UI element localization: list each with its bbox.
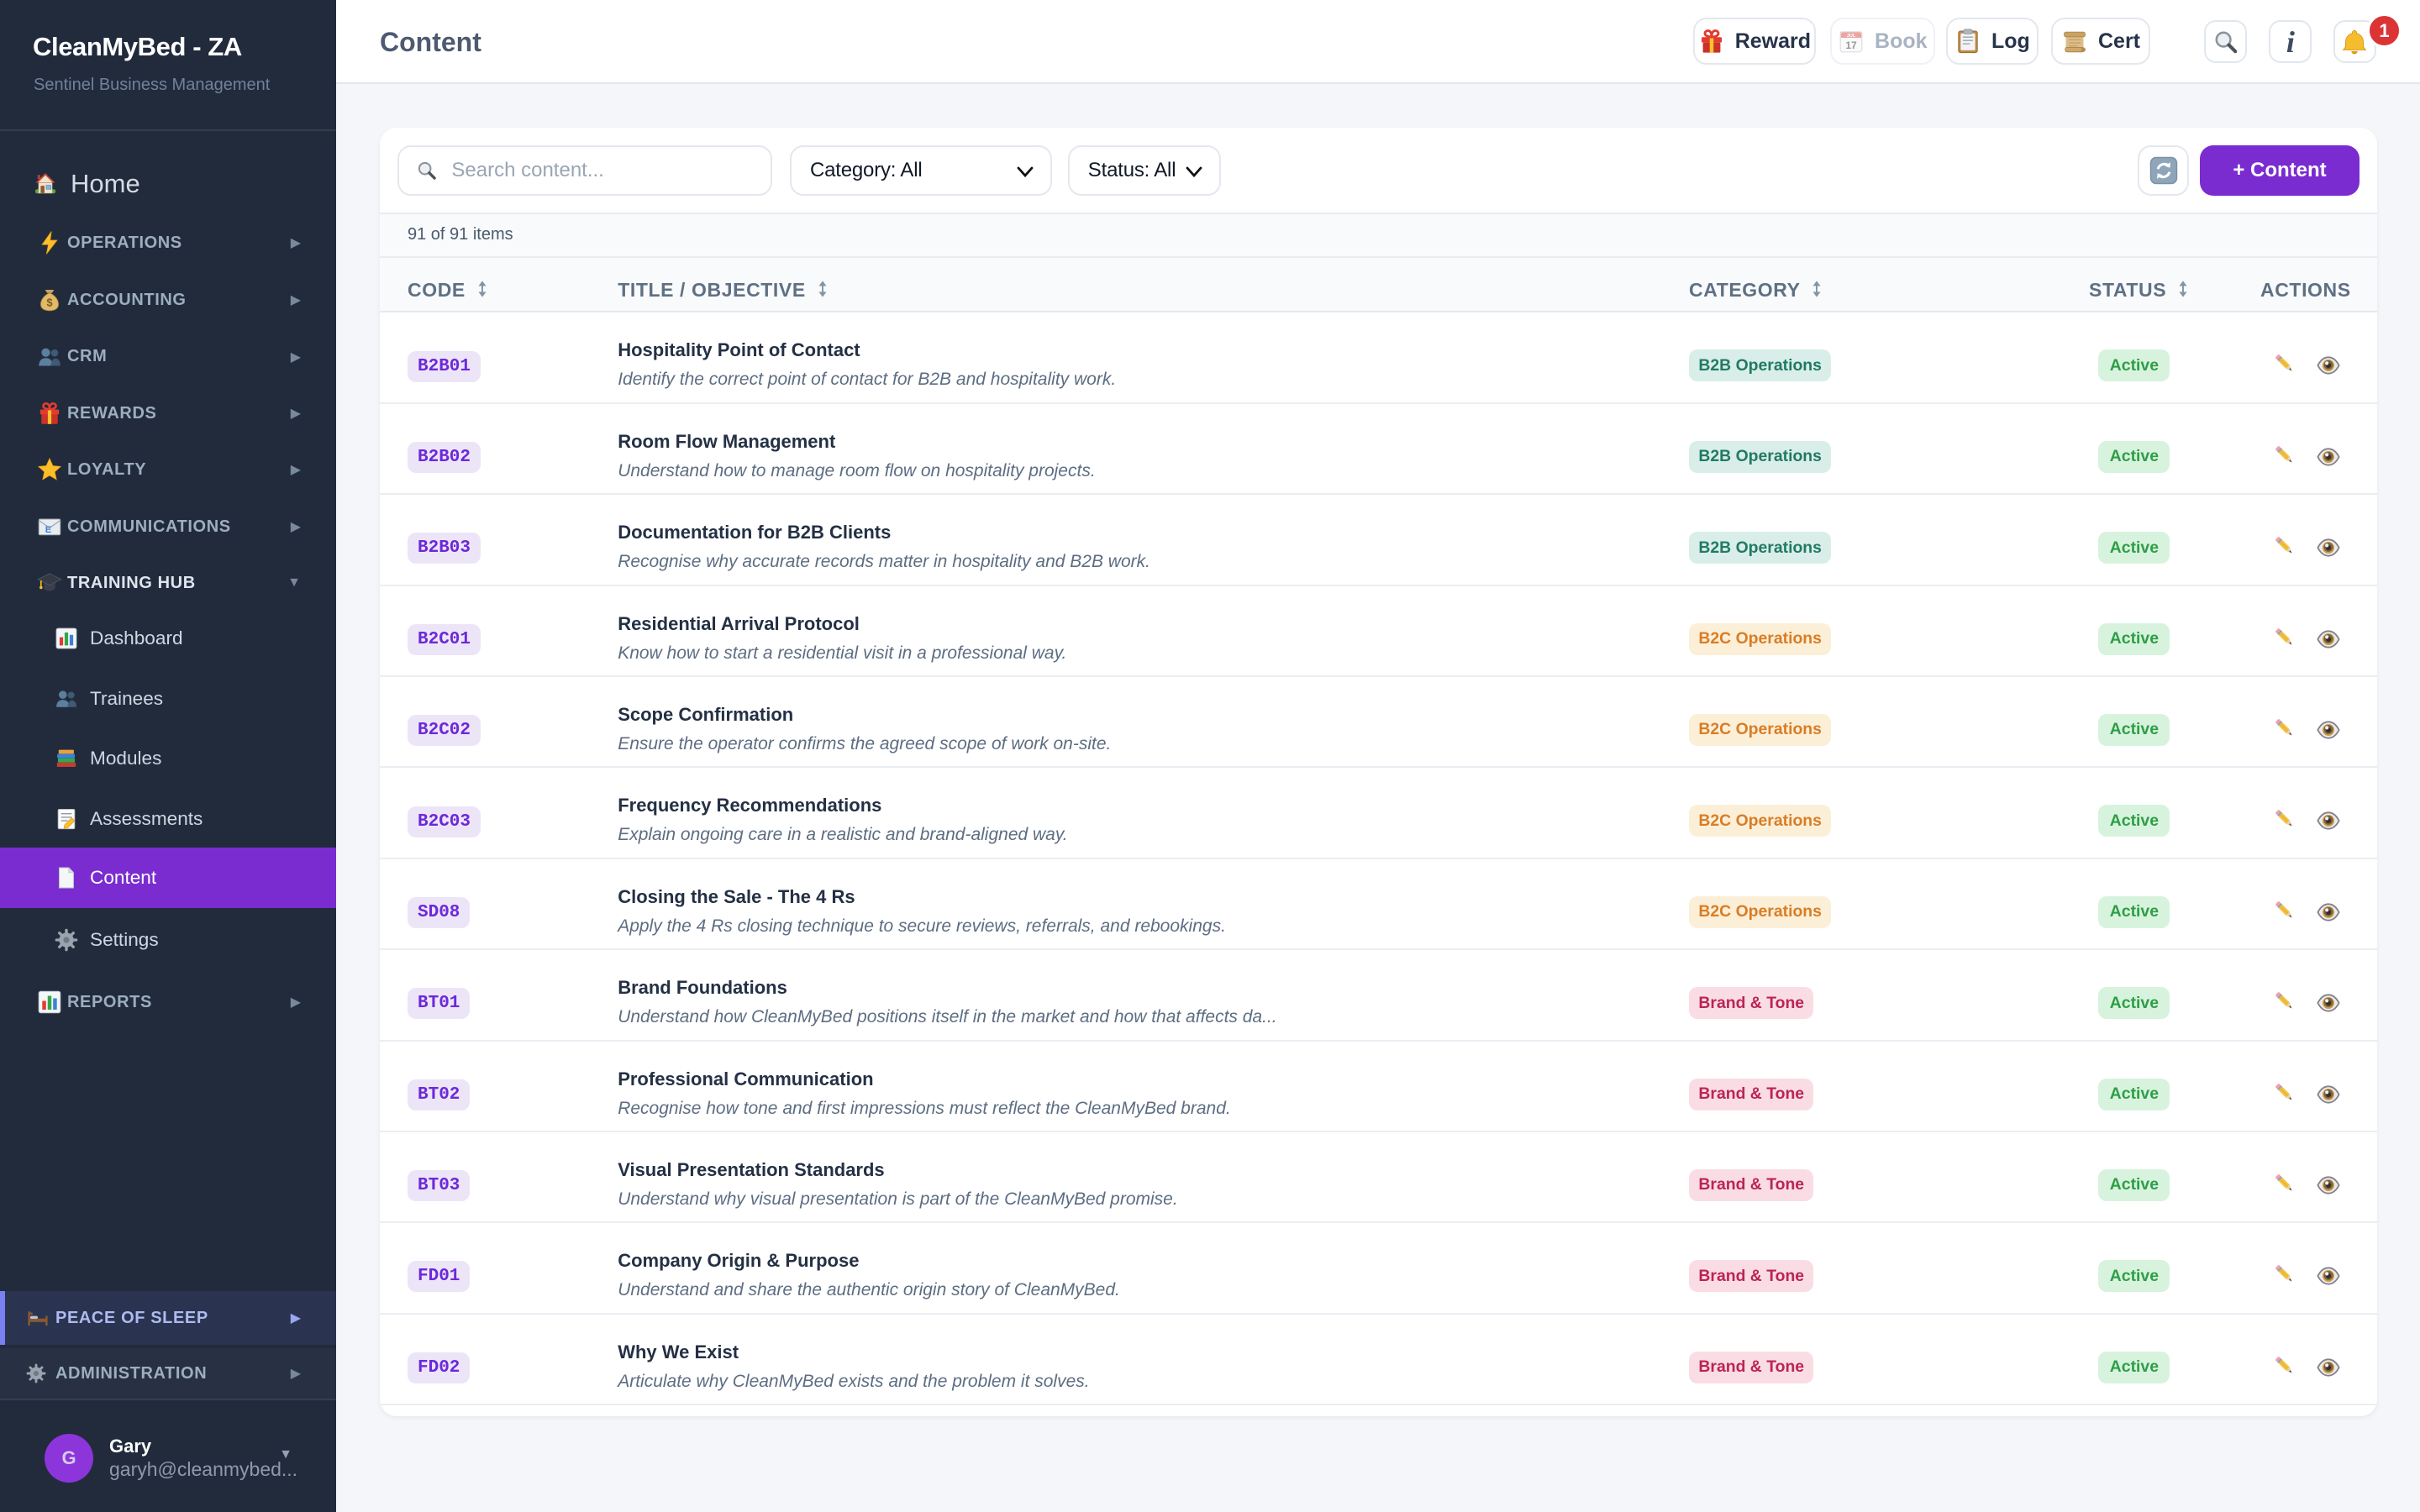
svg-text:E: E — [45, 525, 52, 535]
svg-text:17: 17 — [1845, 39, 1857, 51]
svg-text:$: $ — [46, 297, 52, 309]
svg-text:JUL: JUL — [1847, 34, 1856, 39]
